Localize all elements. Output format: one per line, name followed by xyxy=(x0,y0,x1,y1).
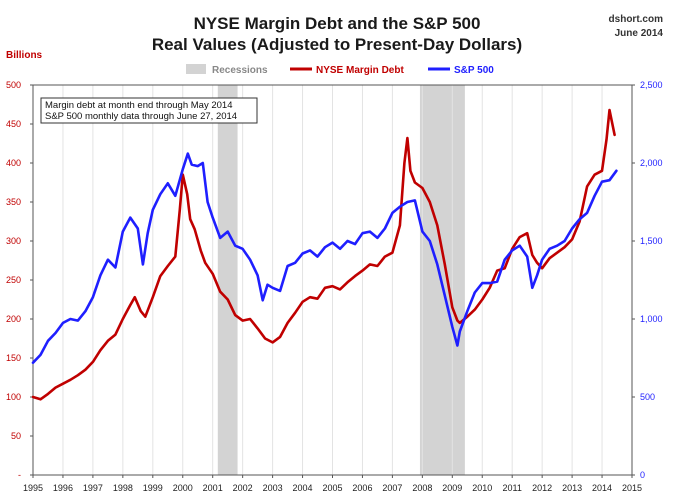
recession-band-1 xyxy=(217,85,238,475)
x-tick-label: 2015 xyxy=(622,483,642,493)
left-tick-label: 500 xyxy=(6,80,21,90)
left-tick-label: 150 xyxy=(6,353,21,363)
annotation-frame xyxy=(40,97,258,124)
x-tick-label: 2010 xyxy=(472,483,492,493)
right-tick-label: 1,000 xyxy=(640,314,663,324)
date-label: June 2014 xyxy=(615,28,664,39)
x-tick-label: 2004 xyxy=(293,483,313,493)
right-tick-label: 2,500 xyxy=(640,80,663,90)
recession-bands xyxy=(217,85,465,475)
right-tick-label: 0 xyxy=(640,470,645,480)
x-axis-ticks: 1995 1996 1997 1998 1999 2000 2001 2002 2003 2004… xyxy=(23,475,642,493)
legend-margin-label: NYSE Margin Debt xyxy=(316,65,404,76)
legend-sp500-label: S&P 500 xyxy=(454,65,494,76)
x-tick-label: 1999 xyxy=(143,483,163,493)
left-tick-label: 250 xyxy=(6,275,21,285)
legend: Recessions NYSE Margin Debt S&P 500 xyxy=(186,64,494,76)
source-label: dshort.com xyxy=(609,14,664,25)
right-tick-label: 2,000 xyxy=(640,158,663,168)
left-tick-label: 50 xyxy=(11,431,21,441)
right-tick-label: 1,500 xyxy=(640,236,663,246)
x-tick-label: 2006 xyxy=(352,483,372,493)
left-axis-label: Billions xyxy=(6,50,43,61)
margin-debt-line xyxy=(31,108,616,401)
left-tick-label: 200 xyxy=(6,314,21,324)
right-axis-ticks: 0 500 1,000 1,500 2,000 2,500 xyxy=(632,80,663,480)
chart-title: NYSE Margin Debt and the S&P 500 xyxy=(194,14,481,33)
left-tick-label: 450 xyxy=(6,119,21,129)
x-tick-label: 2007 xyxy=(382,483,402,493)
left-tick-label: 100 xyxy=(6,392,21,402)
x-tick-label: 2008 xyxy=(412,483,432,493)
x-tick-label: 2009 xyxy=(442,483,462,493)
x-tick-label: 2011 xyxy=(503,483,522,493)
x-tick-label: 2002 xyxy=(233,483,253,493)
x-tick-label: 2014 xyxy=(592,483,612,493)
left-tick-label: 350 xyxy=(6,197,21,207)
x-tick-label: 2013 xyxy=(562,483,582,493)
annotation-box: Margin debt at month end through May 201… xyxy=(40,97,258,124)
x-tick-label: 2001 xyxy=(203,483,223,493)
left-tick-label: - xyxy=(18,470,21,480)
recession-band-2 xyxy=(419,85,465,475)
annotation-line-2: S&P 500 monthly data through June 27, 20… xyxy=(45,111,237,122)
legend-recessions-label: Recessions xyxy=(212,65,268,76)
annotation-line-1: Margin debt at month end through May 201… xyxy=(45,100,232,111)
x-tick-label: 2012 xyxy=(532,483,552,493)
gridlines xyxy=(62,85,603,475)
legend-recessions-swatch xyxy=(186,64,206,74)
right-tick-label: 500 xyxy=(640,392,655,402)
x-tick-label: 1995 xyxy=(23,483,43,493)
left-tick-label: 400 xyxy=(6,158,21,168)
sp500-line xyxy=(31,152,618,365)
chart-subtitle: Real Values (Adjusted to Present-Day Dol… xyxy=(152,35,522,54)
x-tick-label: 2003 xyxy=(263,483,283,493)
x-tick-label: 2005 xyxy=(322,483,342,493)
left-tick-label: 300 xyxy=(6,236,21,246)
x-tick-label: 1996 xyxy=(53,483,73,493)
left-axis-ticks: - 50 100 150 200 250 300 350 400 450 500 xyxy=(6,80,33,480)
x-tick-label: 2000 xyxy=(173,483,193,493)
x-tick-label: 1998 xyxy=(113,483,133,493)
series-lines xyxy=(31,108,618,401)
x-tick-label: 1997 xyxy=(83,483,103,493)
